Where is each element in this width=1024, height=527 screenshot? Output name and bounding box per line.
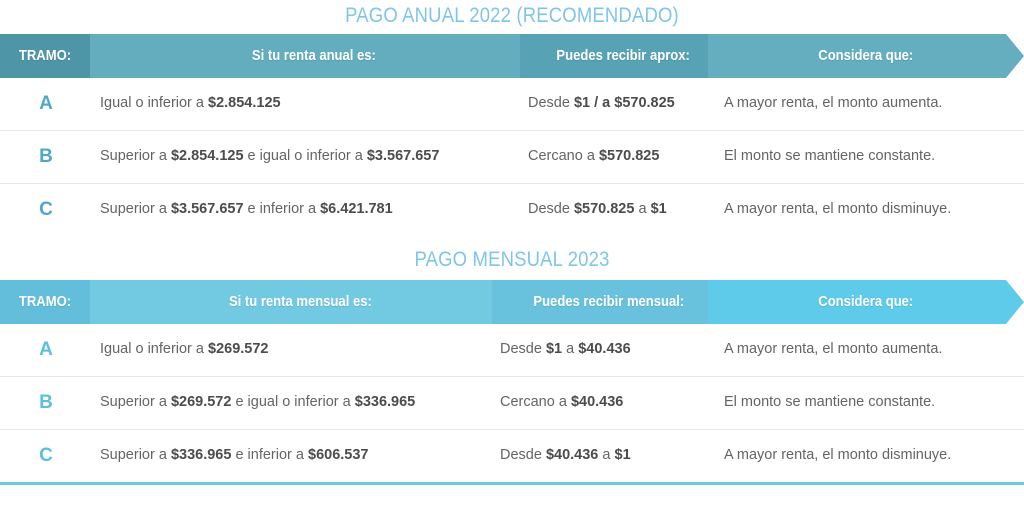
renta-text: Superior a $269.572 e igual o inferior a… [100,394,416,411]
renta-cell: Igual o inferior a $269.572 [100,324,492,376]
renta-cell: Superior a $2.854.125 e igual o inferior… [100,131,520,183]
table-2-title-block: PAGO MENSUAL 2023 [0,236,1024,280]
table-2-header-recibir: Puedes recibir mensual: [492,280,726,324]
table-1-header-considera-label: Considera que: [818,48,914,64]
table-1-header-tramo-label: TRAMO: [18,48,72,64]
recibir-text: Desde $40.436 a $1 [500,447,631,464]
recibir-text: Cercano a $40.436 [500,394,624,411]
tramo-letter: B [39,145,53,167]
table-1-title-block: PAGO ANUAL 2022 (RECOMENDADO) [0,0,1024,34]
table-row: A Igual o inferior a $2.854.125 Desde $1… [0,78,1024,131]
considera-cell: A mayor renta, el monto disminuye. [724,447,952,464]
recibir-cell: Desde $1 / a $570.825 [528,78,718,130]
recibir-text: Desde $570.825 a $1 [528,201,667,218]
considera-cell: El monto se mantiene constante. [724,394,936,411]
table-2-rows: A Igual o inferior a $269.572 Desde $1 a… [0,324,1024,482]
recibir-cell: Desde $40.436 a $1 [500,430,718,482]
tramo-letter: A [39,92,53,114]
table-row: B Superior a $269.572 e igual o inferior… [0,377,1024,430]
renta-text: Superior a $2.854.125 e igual o inferior… [100,148,440,165]
table-1-header-recibir: Puedes recibir aprox: [520,34,726,78]
recibir-cell: Cercano a $570.825 [528,131,718,183]
renta-cell: Superior a $336.965 e inferior a $606.53… [100,430,492,482]
recibir-cell: Cercano a $40.436 [500,377,718,429]
renta-cell: Superior a $3.567.657 e inferior a $6.42… [100,184,520,236]
renta-text: Superior a $3.567.657 e inferior a $6.42… [100,201,393,218]
renta-text: Igual o inferior a $269.572 [100,341,269,358]
recibir-cell: Desde $1 a $40.436 [500,324,718,376]
tramo-letter: C [39,198,53,220]
recibir-cell: Desde $570.825 a $1 [528,184,718,236]
table-1-header-band: TRAMO: Si tu renta anual es: Puedes reci… [0,34,1024,78]
recibir-text: Desde $1 / a $570.825 [528,95,675,112]
table-1-header-recibir-label: Puedes recibir aprox: [556,48,690,64]
tramo-letter: B [39,391,53,413]
considera-cell: A mayor renta, el monto aumenta. [724,341,943,358]
renta-text: Igual o inferior a $2.854.125 [100,95,281,112]
table-2-header-considera-label: Considera que: [818,294,914,310]
table-1-header-renta-label: Si tu renta anual es: [251,48,377,64]
tramo-letter: A [39,338,53,360]
table-2-title: PAGO MENSUAL 2023 [414,248,610,271]
table-row: C Superior a $336.965 e inferior a $606.… [0,430,1024,482]
table-1-rows: A Igual o inferior a $2.854.125 Desde $1… [0,78,1024,236]
table-2-header-recibir-label: Puedes recibir mensual: [533,294,685,310]
renta-text: Superior a $336.965 e inferior a $606.53… [100,447,369,464]
renta-cell: Igual o inferior a $2.854.125 [100,78,520,130]
bottom-accent-rule [0,482,1024,485]
table-2-header-renta-label: Si tu renta mensual es: [228,294,372,310]
table-2-header-tramo-label: TRAMO: [18,294,72,310]
table-1-title: PAGO ANUAL 2022 (RECOMENDADO) [345,4,679,27]
tramo-letter: C [39,444,53,466]
table-2-header-considera: Considera que: [708,280,1024,324]
table-2-header-renta: Si tu renta mensual es: [90,280,510,324]
recibir-text: Cercano a $570.825 [528,148,660,165]
table-row: C Superior a $3.567.657 e inferior a $6.… [0,184,1024,236]
recibir-text: Desde $1 a $40.436 [500,341,631,358]
table-1-header-considera: Considera que: [708,34,1024,78]
considera-cell: A mayor renta, el monto disminuye. [724,201,952,218]
renta-cell: Superior a $269.572 e igual o inferior a… [100,377,492,429]
considera-cell: El monto se mantiene constante. [724,148,936,165]
table-2-header-band: TRAMO: Si tu renta mensual es: Puedes re… [0,280,1024,324]
table-1-header-renta: Si tu renta anual es: [90,34,538,78]
table-row: A Igual o inferior a $269.572 Desde $1 a… [0,324,1024,377]
considera-cell: A mayor renta, el monto aumenta. [724,95,943,112]
table-row: B Superior a $2.854.125 e igual o inferi… [0,131,1024,184]
